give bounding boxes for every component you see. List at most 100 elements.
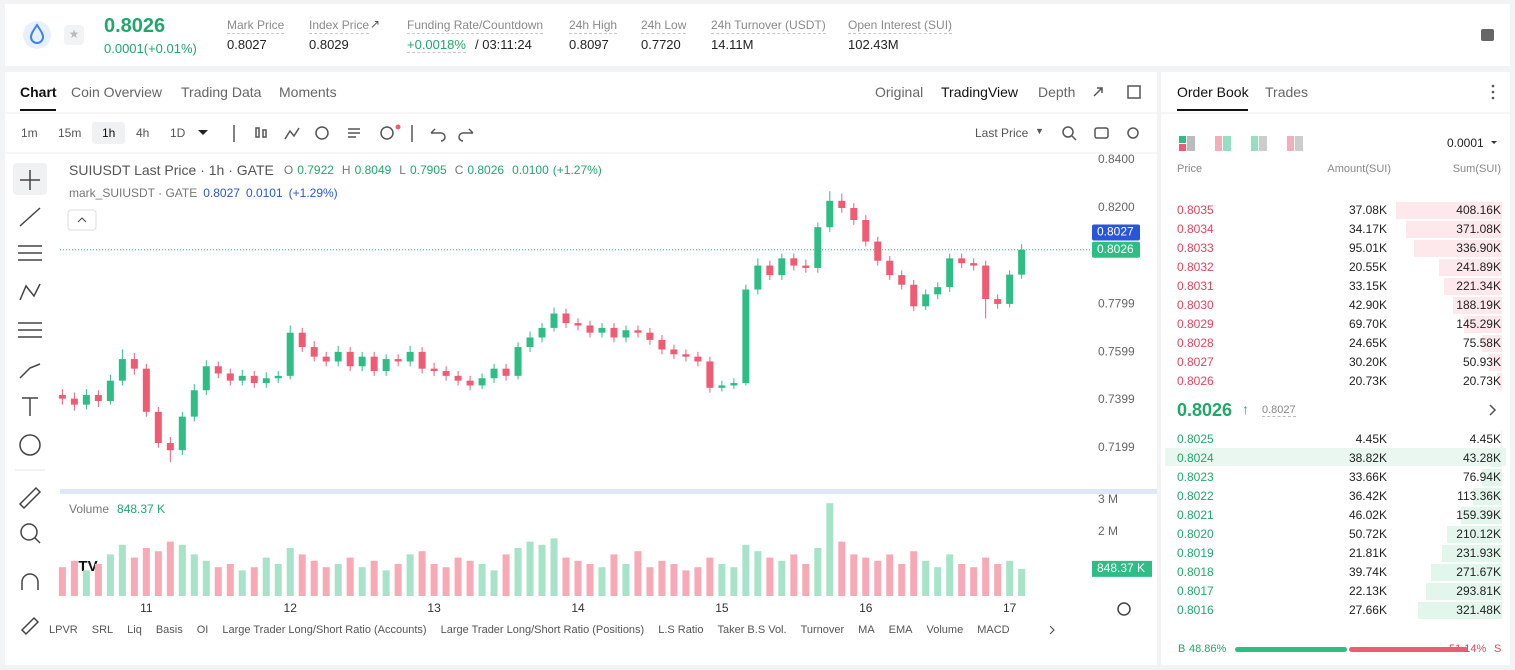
book-sum: 271.67K: [1456, 565, 1501, 579]
candle-body: [490, 368, 498, 379]
candle-body: [214, 366, 222, 374]
depth-bar: [1431, 564, 1502, 581]
indicator-tab[interactable]: Turnover: [800, 624, 845, 636]
volume-bar: [838, 541, 846, 596]
indicator-tab[interactable]: Liq: [127, 624, 142, 636]
book-amount: 69.70K: [1348, 317, 1387, 331]
indicator-tab[interactable]: LPVR: [49, 624, 78, 636]
indicator-tab[interactable]: Volume: [926, 624, 964, 636]
indicator-tab[interactable]: MACD: [977, 624, 1010, 636]
depth-bar: [1482, 335, 1502, 352]
stat-label: 24h Low: [641, 18, 687, 34]
mark-value: 0.0101: [245, 186, 283, 200]
view-mode[interactable]: Depth: [1038, 84, 1076, 100]
mark-value: 0.8027: [203, 186, 240, 200]
ohlc-key: C: [454, 163, 464, 177]
volume-bar: [514, 548, 522, 596]
expand-icon[interactable]: [1093, 87, 1103, 97]
pane-separator: [60, 489, 1157, 494]
volume-bar: [190, 554, 198, 596]
candle-body: [154, 411, 162, 443]
x-tick-label: 17: [1003, 601, 1017, 615]
indicator-tab[interactable]: SRL: [91, 624, 114, 636]
volume-bar: [994, 564, 1002, 596]
volume-bar: [178, 544, 186, 596]
candle-body: [790, 258, 798, 266]
volume-bar: [658, 560, 666, 596]
candle-body: [682, 354, 690, 357]
interval[interactable]: 1D: [170, 126, 186, 140]
view-mode[interactable]: Original: [875, 84, 924, 100]
funding-countdown: / 03:11:24: [475, 37, 532, 52]
stat-label: 24h Turnover (USDT): [711, 18, 826, 34]
book-sum: 76.94K: [1462, 470, 1501, 484]
book-price: 0.8017: [1177, 584, 1214, 598]
indicator-tab[interactable]: Large Trader Long/Short Ratio (Accounts): [222, 624, 427, 636]
volume-bar: [814, 548, 822, 596]
funding-rate: +0.0018%: [407, 37, 466, 53]
volume-bar: [958, 564, 966, 596]
volume-title: Volume: [69, 502, 110, 516]
book-tab[interactable]: Order Book: [1177, 84, 1249, 100]
interval[interactable]: 1h: [102, 126, 116, 140]
indicator-tab[interactable]: Large Trader Long/Short Ratio (Positions…: [440, 624, 645, 636]
stat-value: 102.43M: [848, 37, 899, 52]
candle-body: [142, 368, 150, 412]
window-icon[interactable]: [1127, 85, 1141, 99]
book-sum: 293.81K: [1456, 584, 1501, 598]
volume-bar: [826, 503, 834, 596]
chart-tab[interactable]: Chart: [20, 84, 57, 100]
price-tag: [1092, 224, 1140, 241]
volume-bar: [934, 567, 942, 596]
last-price: 0.8026: [104, 15, 166, 37]
funding-label: Funding Rate/Countdown: [407, 18, 544, 34]
price-source[interactable]: Last Price: [975, 126, 1029, 140]
collapse-button[interactable]: [67, 209, 97, 231]
depth-bar: [1395, 202, 1502, 219]
book-tab[interactable]: Trades: [1265, 84, 1309, 100]
interval[interactable]: 15m: [58, 126, 82, 140]
chart-tab[interactable]: Moments: [279, 84, 337, 100]
favorite[interactable]: [64, 25, 84, 45]
chart-tab[interactable]: Trading Data: [181, 84, 262, 100]
volume-bar: [274, 564, 282, 596]
interval[interactable]: 1m: [21, 126, 38, 140]
settings-icon[interactable]: [1117, 602, 1131, 616]
book-price: 0.8029: [1177, 317, 1214, 331]
volume-bar: [82, 570, 90, 596]
candle-body: [106, 380, 114, 402]
volume-bar: [802, 564, 810, 596]
depth-bar: [1447, 526, 1502, 543]
mid-mark: 0.8027: [1262, 404, 1296, 417]
book-price: 0.8023: [1177, 470, 1214, 484]
interval[interactable]: 4h: [136, 126, 150, 140]
stat-label: Mark Price: [227, 18, 285, 34]
candle-body: [766, 265, 774, 276]
scroll-right[interactable]: [1049, 625, 1055, 635]
candle-body: [670, 349, 678, 355]
indicator-tab[interactable]: Basis: [155, 624, 183, 636]
book-price: 0.8018: [1177, 565, 1214, 579]
view-mode[interactable]: TradingView: [941, 84, 1019, 100]
candle-body: [802, 265, 810, 268]
depth-bar: [1414, 240, 1502, 257]
candle-body: [178, 416, 186, 451]
indicator-tab[interactable]: Taker B.S Vol.: [717, 624, 787, 636]
volume-bar: [226, 564, 234, 596]
candle-body: [394, 359, 402, 362]
ohlc-key: L: [399, 163, 406, 177]
x-tick-label: 14: [571, 601, 585, 615]
interval-selected: [92, 122, 125, 144]
indicator-tab[interactable]: MA: [858, 624, 875, 636]
sell-bar: [1348, 647, 1468, 652]
menu-icon[interactable]: [1481, 29, 1494, 41]
chart-tab[interactable]: Coin Overview: [71, 84, 163, 100]
indicator-tab[interactable]: L.S Ratio: [658, 624, 704, 636]
buy-pct: 48.86%: [1189, 643, 1227, 655]
book-price: 0.8026: [1177, 374, 1214, 388]
candle-body: [562, 313, 570, 324]
volume-bar: [70, 560, 78, 596]
precision[interactable]: 0.0001: [1447, 136, 1484, 150]
indicator-tab[interactable]: EMA: [888, 624, 913, 636]
indicator-tab[interactable]: OI: [196, 624, 209, 636]
